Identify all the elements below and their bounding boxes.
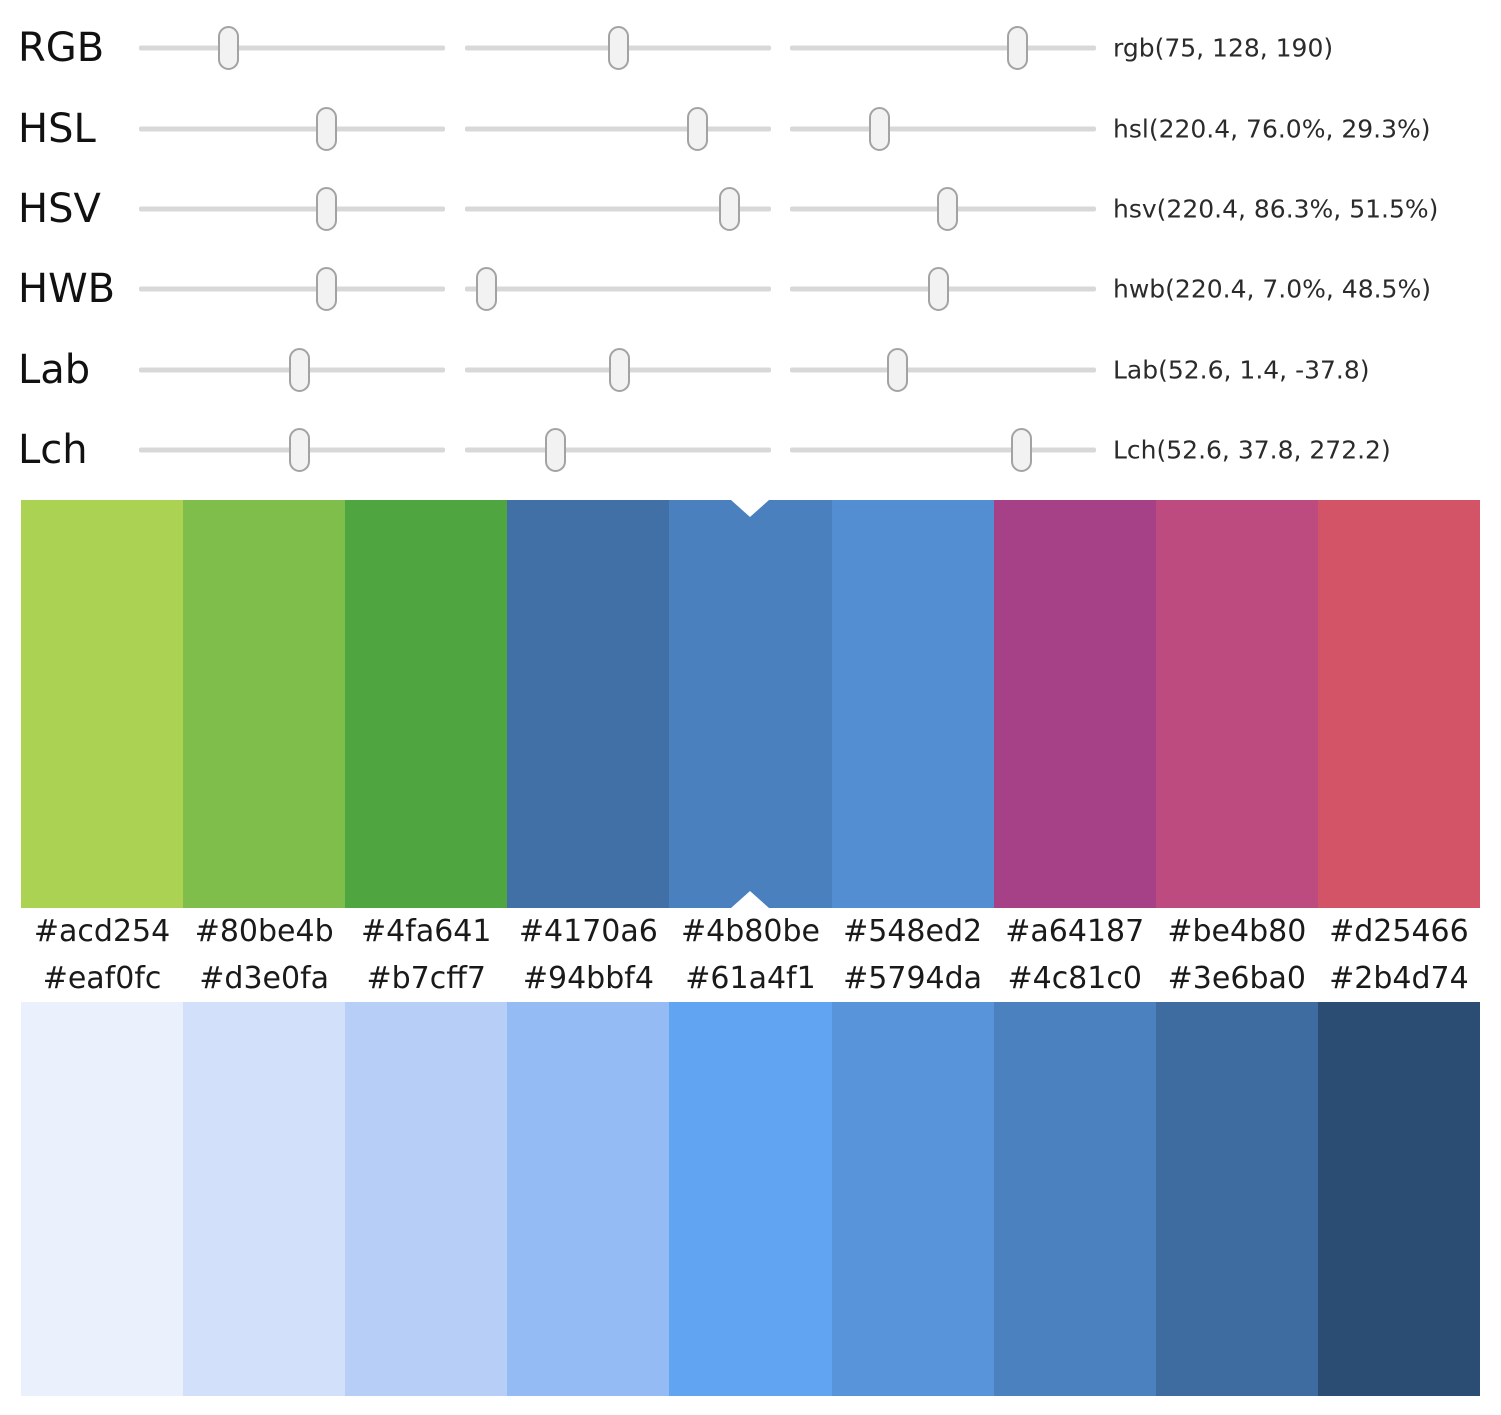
slider-row-label: HWB bbox=[18, 266, 116, 313]
swatch[interactable] bbox=[1155, 500, 1318, 908]
slider-track[interactable] bbox=[465, 206, 771, 212]
swatch[interactable] bbox=[507, 1002, 670, 1396]
slider-thumb[interactable] bbox=[608, 26, 630, 71]
swatch[interactable] bbox=[21, 1002, 184, 1396]
swatch-hex-label: #94bbf4 bbox=[522, 961, 654, 996]
swatch[interactable] bbox=[831, 500, 994, 908]
slider-thumb[interactable] bbox=[475, 267, 497, 312]
slider-row-lch: Lch Lch(52.6, 37.8, 272.2) bbox=[0, 410, 1501, 490]
slider-track[interactable] bbox=[139, 206, 445, 212]
swatch[interactable] bbox=[507, 500, 670, 908]
slider-row-label: HSV bbox=[18, 185, 101, 232]
slider-thumb[interactable] bbox=[937, 186, 959, 231]
selected-swatch-notch-bottom bbox=[731, 891, 770, 908]
slider-track[interactable] bbox=[790, 45, 1096, 51]
slider-thumb[interactable] bbox=[1010, 428, 1032, 473]
slider-thumb[interactable] bbox=[869, 106, 891, 151]
slider-track[interactable] bbox=[790, 126, 1096, 132]
color-value-label: hsv(220.4, 86.3%, 51.5%) bbox=[1113, 194, 1439, 224]
swatch-hex-label: #80be4b bbox=[194, 914, 334, 949]
slider-track[interactable] bbox=[790, 447, 1096, 453]
color-value-label: Lch(52.6, 37.8, 272.2) bbox=[1113, 435, 1391, 465]
color-value-label: hsl(220.4, 76.0%, 29.3%) bbox=[1113, 114, 1431, 144]
swatch-hex-label: #eaf0fc bbox=[42, 961, 162, 996]
swatch[interactable] bbox=[183, 500, 346, 908]
slider-track[interactable] bbox=[139, 45, 445, 51]
harmony-palette bbox=[21, 500, 1480, 908]
swatch-hex-label: #d3e0fa bbox=[199, 961, 330, 996]
swatch[interactable] bbox=[1317, 500, 1480, 908]
slider-row-hwb: HWB hwb(220.4, 7.0%, 48.5%) bbox=[0, 249, 1501, 329]
swatch[interactable] bbox=[831, 1002, 994, 1396]
scale-palette bbox=[21, 1002, 1480, 1396]
swatch-hex-label: #acd254 bbox=[33, 914, 171, 949]
swatch-hex-label: #3e6ba0 bbox=[1167, 961, 1306, 996]
slider-thumb[interactable] bbox=[315, 106, 337, 151]
slider-row-hsv: HSV hsv(220.4, 86.3%, 51.5%) bbox=[0, 169, 1501, 249]
slider-panel: RGB rgb(75, 128, 190) HSL hsl(220.4, 76.0%,… bbox=[0, 8, 1501, 492]
slider-thumb[interactable] bbox=[687, 106, 709, 151]
color-value-label: hwb(220.4, 7.0%, 48.5%) bbox=[1113, 274, 1431, 304]
slider-thumb[interactable] bbox=[218, 26, 240, 71]
swatch-hex-label: #548ed2 bbox=[843, 914, 983, 949]
slider-thumb[interactable] bbox=[1007, 26, 1029, 71]
color-value-label: rgb(75, 128, 190) bbox=[1113, 33, 1334, 63]
slider-row-hsl: HSL hsl(220.4, 76.0%, 29.3%) bbox=[0, 88, 1501, 168]
swatch[interactable] bbox=[183, 1002, 346, 1396]
swatch[interactable] bbox=[669, 1002, 832, 1396]
swatch-hex-label: #d25466 bbox=[1329, 914, 1469, 949]
swatch-hex-label: #be4b80 bbox=[1167, 914, 1307, 949]
swatch-hex-label: #5794da bbox=[843, 961, 983, 996]
slider-thumb[interactable] bbox=[315, 267, 337, 312]
swatch-hex-label: #4fa641 bbox=[361, 914, 492, 949]
slider-thumb[interactable] bbox=[289, 347, 311, 392]
scale-hex-labels: #eaf0fc #d3e0fa #b7cff7 #94bbf4 #61a4f1 #5794… bbox=[21, 955, 1480, 1002]
slider-thumb[interactable] bbox=[927, 267, 949, 312]
swatch-hex-label: #4c81c0 bbox=[1007, 961, 1142, 996]
swatch[interactable] bbox=[993, 500, 1156, 908]
slider-thumb[interactable] bbox=[544, 428, 566, 473]
swatch-hex-label: #2b4d74 bbox=[1329, 961, 1469, 996]
selected-swatch-notch-top bbox=[731, 500, 770, 517]
slider-row-label: Lch bbox=[18, 427, 88, 474]
swatch-hex-label: #b7cff7 bbox=[366, 961, 487, 996]
harmony-hex-labels: #acd254 #80be4b #4fa641 #4170a6 #4b80be #548e… bbox=[21, 908, 1480, 955]
slider-track[interactable] bbox=[465, 126, 771, 132]
slider-thumb[interactable] bbox=[315, 186, 337, 231]
slider-thumb[interactable] bbox=[887, 347, 909, 392]
slider-row-label: RGB bbox=[18, 25, 105, 72]
swatch[interactable] bbox=[1317, 1002, 1480, 1396]
swatch-hex-label: #61a4f1 bbox=[685, 961, 816, 996]
slider-row-rgb: RGB rgb(75, 128, 190) bbox=[0, 8, 1501, 88]
slider-row-label: Lab bbox=[18, 346, 91, 393]
swatch[interactable] bbox=[993, 1002, 1156, 1396]
swatch[interactable] bbox=[345, 500, 508, 908]
swatch-hex-label: #4b80be bbox=[681, 914, 820, 949]
swatch-hex-label: #a64187 bbox=[1005, 914, 1145, 949]
swatch-selected[interactable] bbox=[669, 500, 832, 908]
slider-row-label: HSL bbox=[18, 105, 96, 152]
slider-track[interactable] bbox=[790, 367, 1096, 373]
slider-thumb[interactable] bbox=[609, 347, 631, 392]
swatch[interactable] bbox=[1155, 1002, 1318, 1396]
swatch-hex-label: #4170a6 bbox=[518, 914, 658, 949]
swatch[interactable] bbox=[345, 1002, 508, 1396]
slider-track[interactable] bbox=[465, 286, 771, 292]
slider-row-lab: Lab Lab(52.6, 1.4, -37.8) bbox=[0, 330, 1501, 410]
slider-track[interactable] bbox=[465, 447, 771, 453]
slider-track[interactable] bbox=[139, 286, 445, 292]
color-value-label: Lab(52.6, 1.4, -37.8) bbox=[1113, 355, 1370, 385]
slider-thumb[interactable] bbox=[718, 186, 740, 231]
slider-thumb[interactable] bbox=[289, 428, 311, 473]
swatch[interactable] bbox=[21, 500, 184, 908]
slider-track[interactable] bbox=[139, 126, 445, 132]
